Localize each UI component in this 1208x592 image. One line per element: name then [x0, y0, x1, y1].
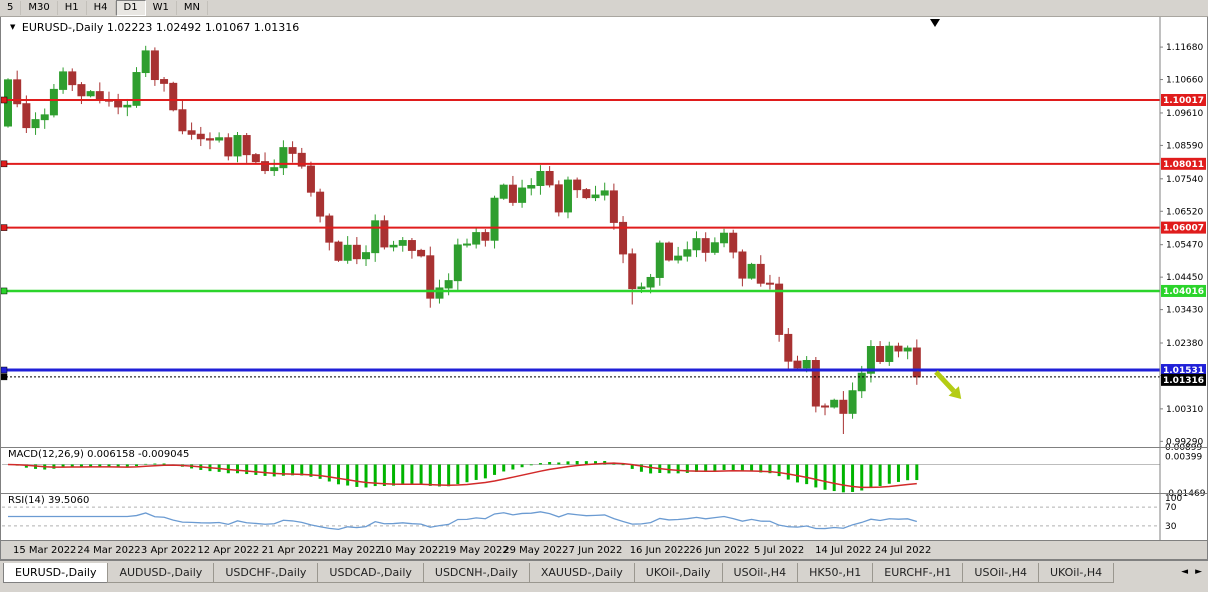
timeframe-button-d1[interactable]: D1	[115, 0, 146, 16]
tabs-scroll-right-icon[interactable]: ►	[1195, 567, 1202, 577]
svg-text:1.06007: 1.06007	[1163, 224, 1204, 234]
time-axis-strip[interactable]	[0, 540, 1208, 559]
macd-name: MACD(12,26,9)	[8, 449, 84, 460]
macd-indicator-label: MACD(12,26,9) 0.006158 -0.009045	[8, 449, 189, 460]
chart-tab-eurchf-h1-9[interactable]: EURCHF-,H1	[872, 563, 964, 583]
timeframe-button-w1[interactable]: W1	[146, 1, 177, 15]
chart-plot-area[interactable]	[2, 17, 1160, 447]
svg-text:1.04016: 1.04016	[1163, 287, 1204, 297]
chart-tab-eurusd-daily-0[interactable]: EURUSD-,Daily	[3, 563, 109, 583]
svg-text:10 May 2022: 10 May 2022	[379, 545, 444, 556]
svg-text:1.09610: 1.09610	[1166, 109, 1203, 119]
svg-text:29 May 2022: 29 May 2022	[503, 545, 568, 556]
chart-tab-usoil-h4-7[interactable]: USOil-,H4	[721, 563, 799, 583]
svg-text:1.06520: 1.06520	[1166, 207, 1203, 217]
svg-text:0.00899: 0.00899	[1165, 443, 1202, 453]
chart-symbol-label: EURUSD-,Daily	[21, 21, 104, 34]
chart-tab-ukoil-daily-6[interactable]: UKOil-,Daily	[633, 563, 723, 583]
svg-text:24 Jul 2022: 24 Jul 2022	[875, 545, 932, 556]
timeframe-button-m30[interactable]: M30	[21, 1, 58, 15]
svg-text:1.04450: 1.04450	[1166, 273, 1203, 283]
svg-text:19 May 2022: 19 May 2022	[444, 545, 509, 556]
svg-text:1.08011: 1.08011	[1163, 160, 1204, 170]
svg-text:1.08590: 1.08590	[1166, 141, 1203, 151]
svg-text:1.11680: 1.11680	[1166, 43, 1203, 53]
chart-dropdown-icon[interactable]: ▼	[10, 23, 16, 31]
svg-text:15 Mar 2022: 15 Mar 2022	[13, 545, 76, 556]
svg-text:1.07540: 1.07540	[1166, 175, 1203, 185]
timeframe-button-5[interactable]: 5	[0, 1, 22, 15]
chart-tab-usoil-h4-10[interactable]: USOil-,H4	[962, 563, 1039, 583]
svg-text:24 Mar 2022: 24 Mar 2022	[77, 545, 140, 556]
chart-tab-usdcnh-daily-4[interactable]: USDCNH-,Daily	[422, 563, 530, 583]
svg-text:1.03430: 1.03430	[1166, 306, 1203, 316]
down-triangle-marker[interactable]	[930, 19, 940, 27]
rsi-indicator-label: RSI(14) 39.5060	[8, 495, 89, 506]
timeframe-button-h4[interactable]: H4	[87, 1, 116, 15]
chart-tab-hk50-h1-8[interactable]: HK50-,H1	[797, 563, 874, 583]
svg-text:0.00399: 0.00399	[1165, 453, 1202, 463]
svg-text:26 Jun 2022: 26 Jun 2022	[689, 545, 749, 556]
macd-signal-line	[7, 462, 917, 489]
chart-tab-xauusd-daily-5[interactable]: XAUUSD-,Daily	[528, 563, 635, 583]
candlesticks	[4, 45, 921, 435]
chart-tab-usdchf-daily-2[interactable]: USDCHF-,Daily	[213, 563, 319, 583]
svg-text:7 Jun 2022: 7 Jun 2022	[569, 545, 623, 556]
tabs-scroll-left-icon[interactable]: ◄	[1181, 567, 1189, 577]
timeframe-toolbar: 5 M30 H1 H4 D1 W1 MN	[0, 0, 1208, 17]
svg-text:1.10017: 1.10017	[1163, 96, 1204, 106]
svg-text:21 Apr 2022: 21 Apr 2022	[262, 545, 324, 556]
timeframe-button-mn[interactable]: MN	[177, 1, 208, 15]
svg-text:1.00310: 1.00310	[1166, 405, 1203, 415]
macd-values: 0.006158 -0.009045	[87, 449, 190, 460]
chart-ohlc-values: 1.02223 1.02492 1.01067 1.01316	[106, 21, 300, 34]
svg-text:12 Apr 2022: 12 Apr 2022	[197, 545, 259, 556]
tab-scroll-arrows: ◄ ►	[1181, 561, 1208, 578]
chart-tab-ukoil-h4-11[interactable]: UKOil-,H4	[1037, 563, 1115, 583]
timeframe-button-h1[interactable]: H1	[58, 1, 87, 15]
rsi-name: RSI(14)	[8, 495, 45, 506]
chart-tab-audusd-daily-1[interactable]: AUDUSD-,Daily	[107, 563, 215, 583]
svg-text:30: 30	[1165, 522, 1177, 532]
svg-text:1.01316: 1.01316	[1163, 376, 1204, 386]
svg-text:1.05470: 1.05470	[1166, 241, 1203, 251]
price-axis[interactable]: 1.11680 1.10660 1.09610 1.08590 1.07540 1.065…	[1160, 43, 1206, 532]
chart-title-overlay: ▼ EURUSD-,Daily 1.02223 1.02492 1.01067 …	[10, 21, 299, 34]
chart-tabs: EURUSD-,Daily AUDUSD-,Daily USDCHF-,Daily U…	[0, 561, 1115, 583]
sell-arrow-annotation[interactable]	[931, 367, 966, 404]
horizontal-level-lines[interactable]	[0, 96, 1160, 381]
svg-text:3 Apr 2022: 3 Apr 2022	[141, 545, 196, 556]
rsi-value: 39.5060	[47, 495, 90, 506]
time-axis-labels[interactable]: 15 Mar 2022 24 Mar 2022 3 Apr 2022 12 Apr 2…	[13, 545, 931, 556]
svg-text:0.99290: 0.99290	[1166, 437, 1203, 447]
svg-text:1.02380: 1.02380	[1166, 339, 1203, 349]
svg-text:1.10660: 1.10660	[1166, 76, 1203, 86]
svg-text:1 May 2022: 1 May 2022	[323, 545, 382, 556]
svg-text:70: 70	[1165, 503, 1177, 513]
rsi-line	[8, 511, 918, 531]
svg-text:5 Jul 2022: 5 Jul 2022	[754, 545, 804, 556]
svg-text:100: 100	[1165, 494, 1182, 504]
svg-text:1.01531: 1.01531	[1163, 366, 1204, 376]
chart-tab-usdcad-daily-3[interactable]: USDCAD-,Daily	[317, 563, 424, 583]
chart-tab-bar: EURUSD-,Daily AUDUSD-,Daily USDCHF-,Daily U…	[0, 560, 1208, 592]
svg-text:14 Jul 2022: 14 Jul 2022	[815, 545, 872, 556]
svg-text:16 Jun 2022: 16 Jun 2022	[630, 545, 690, 556]
